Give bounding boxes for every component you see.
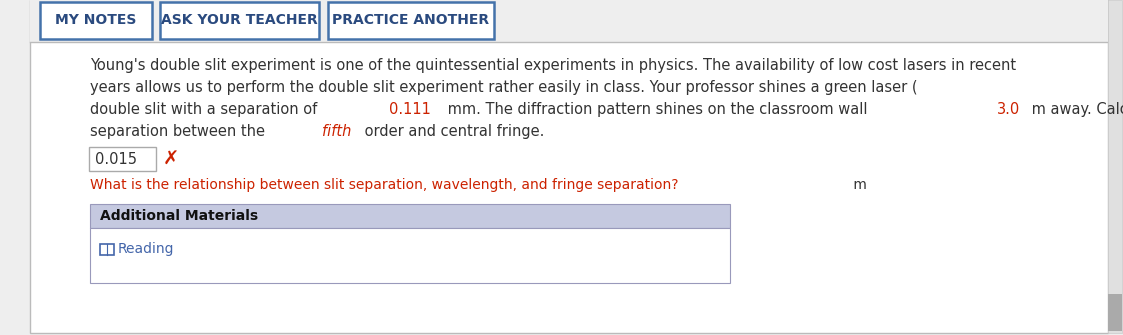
Text: order and central fringe.: order and central fringe. (359, 124, 544, 139)
Text: double slit with a separation of: double slit with a separation of (90, 102, 322, 117)
Text: separation between the: separation between the (90, 124, 270, 139)
FancyBboxPatch shape (159, 2, 319, 39)
Text: 0.111: 0.111 (390, 102, 431, 117)
Text: 3.0: 3.0 (997, 102, 1020, 117)
Text: MY NOTES: MY NOTES (55, 13, 137, 27)
Text: mm. The diffraction pattern shines on the classroom wall: mm. The diffraction pattern shines on th… (444, 102, 873, 117)
Text: Reading: Reading (118, 243, 174, 257)
Text: m away. Calculate the fringe: m away. Calculate the fringe (1026, 102, 1123, 117)
Text: fifth: fifth (322, 124, 351, 139)
FancyBboxPatch shape (90, 204, 730, 228)
FancyBboxPatch shape (100, 244, 115, 255)
FancyBboxPatch shape (30, 0, 1108, 42)
Text: years allows us to perform the double slit experiment rather easily in class. Yo: years allows us to perform the double sl… (90, 80, 917, 95)
Text: What is the relationship between slit separation, wavelength, and fringe separat: What is the relationship between slit se… (90, 178, 678, 192)
FancyBboxPatch shape (30, 0, 1108, 333)
FancyBboxPatch shape (1108, 294, 1122, 331)
Text: ASK YOUR TEACHER: ASK YOUR TEACHER (161, 13, 318, 27)
Text: Additional Materials: Additional Materials (100, 209, 258, 223)
Text: m: m (849, 178, 867, 192)
FancyBboxPatch shape (1108, 0, 1122, 333)
Text: Young's double slit experiment is one of the quintessential experiments in physi: Young's double slit experiment is one of… (90, 58, 1016, 73)
Text: 0.015: 0.015 (95, 151, 137, 166)
FancyBboxPatch shape (40, 2, 152, 39)
Text: ✗: ✗ (163, 149, 180, 169)
FancyBboxPatch shape (328, 2, 494, 39)
FancyBboxPatch shape (89, 147, 156, 171)
FancyBboxPatch shape (90, 228, 730, 283)
Text: PRACTICE ANOTHER: PRACTICE ANOTHER (332, 13, 490, 27)
